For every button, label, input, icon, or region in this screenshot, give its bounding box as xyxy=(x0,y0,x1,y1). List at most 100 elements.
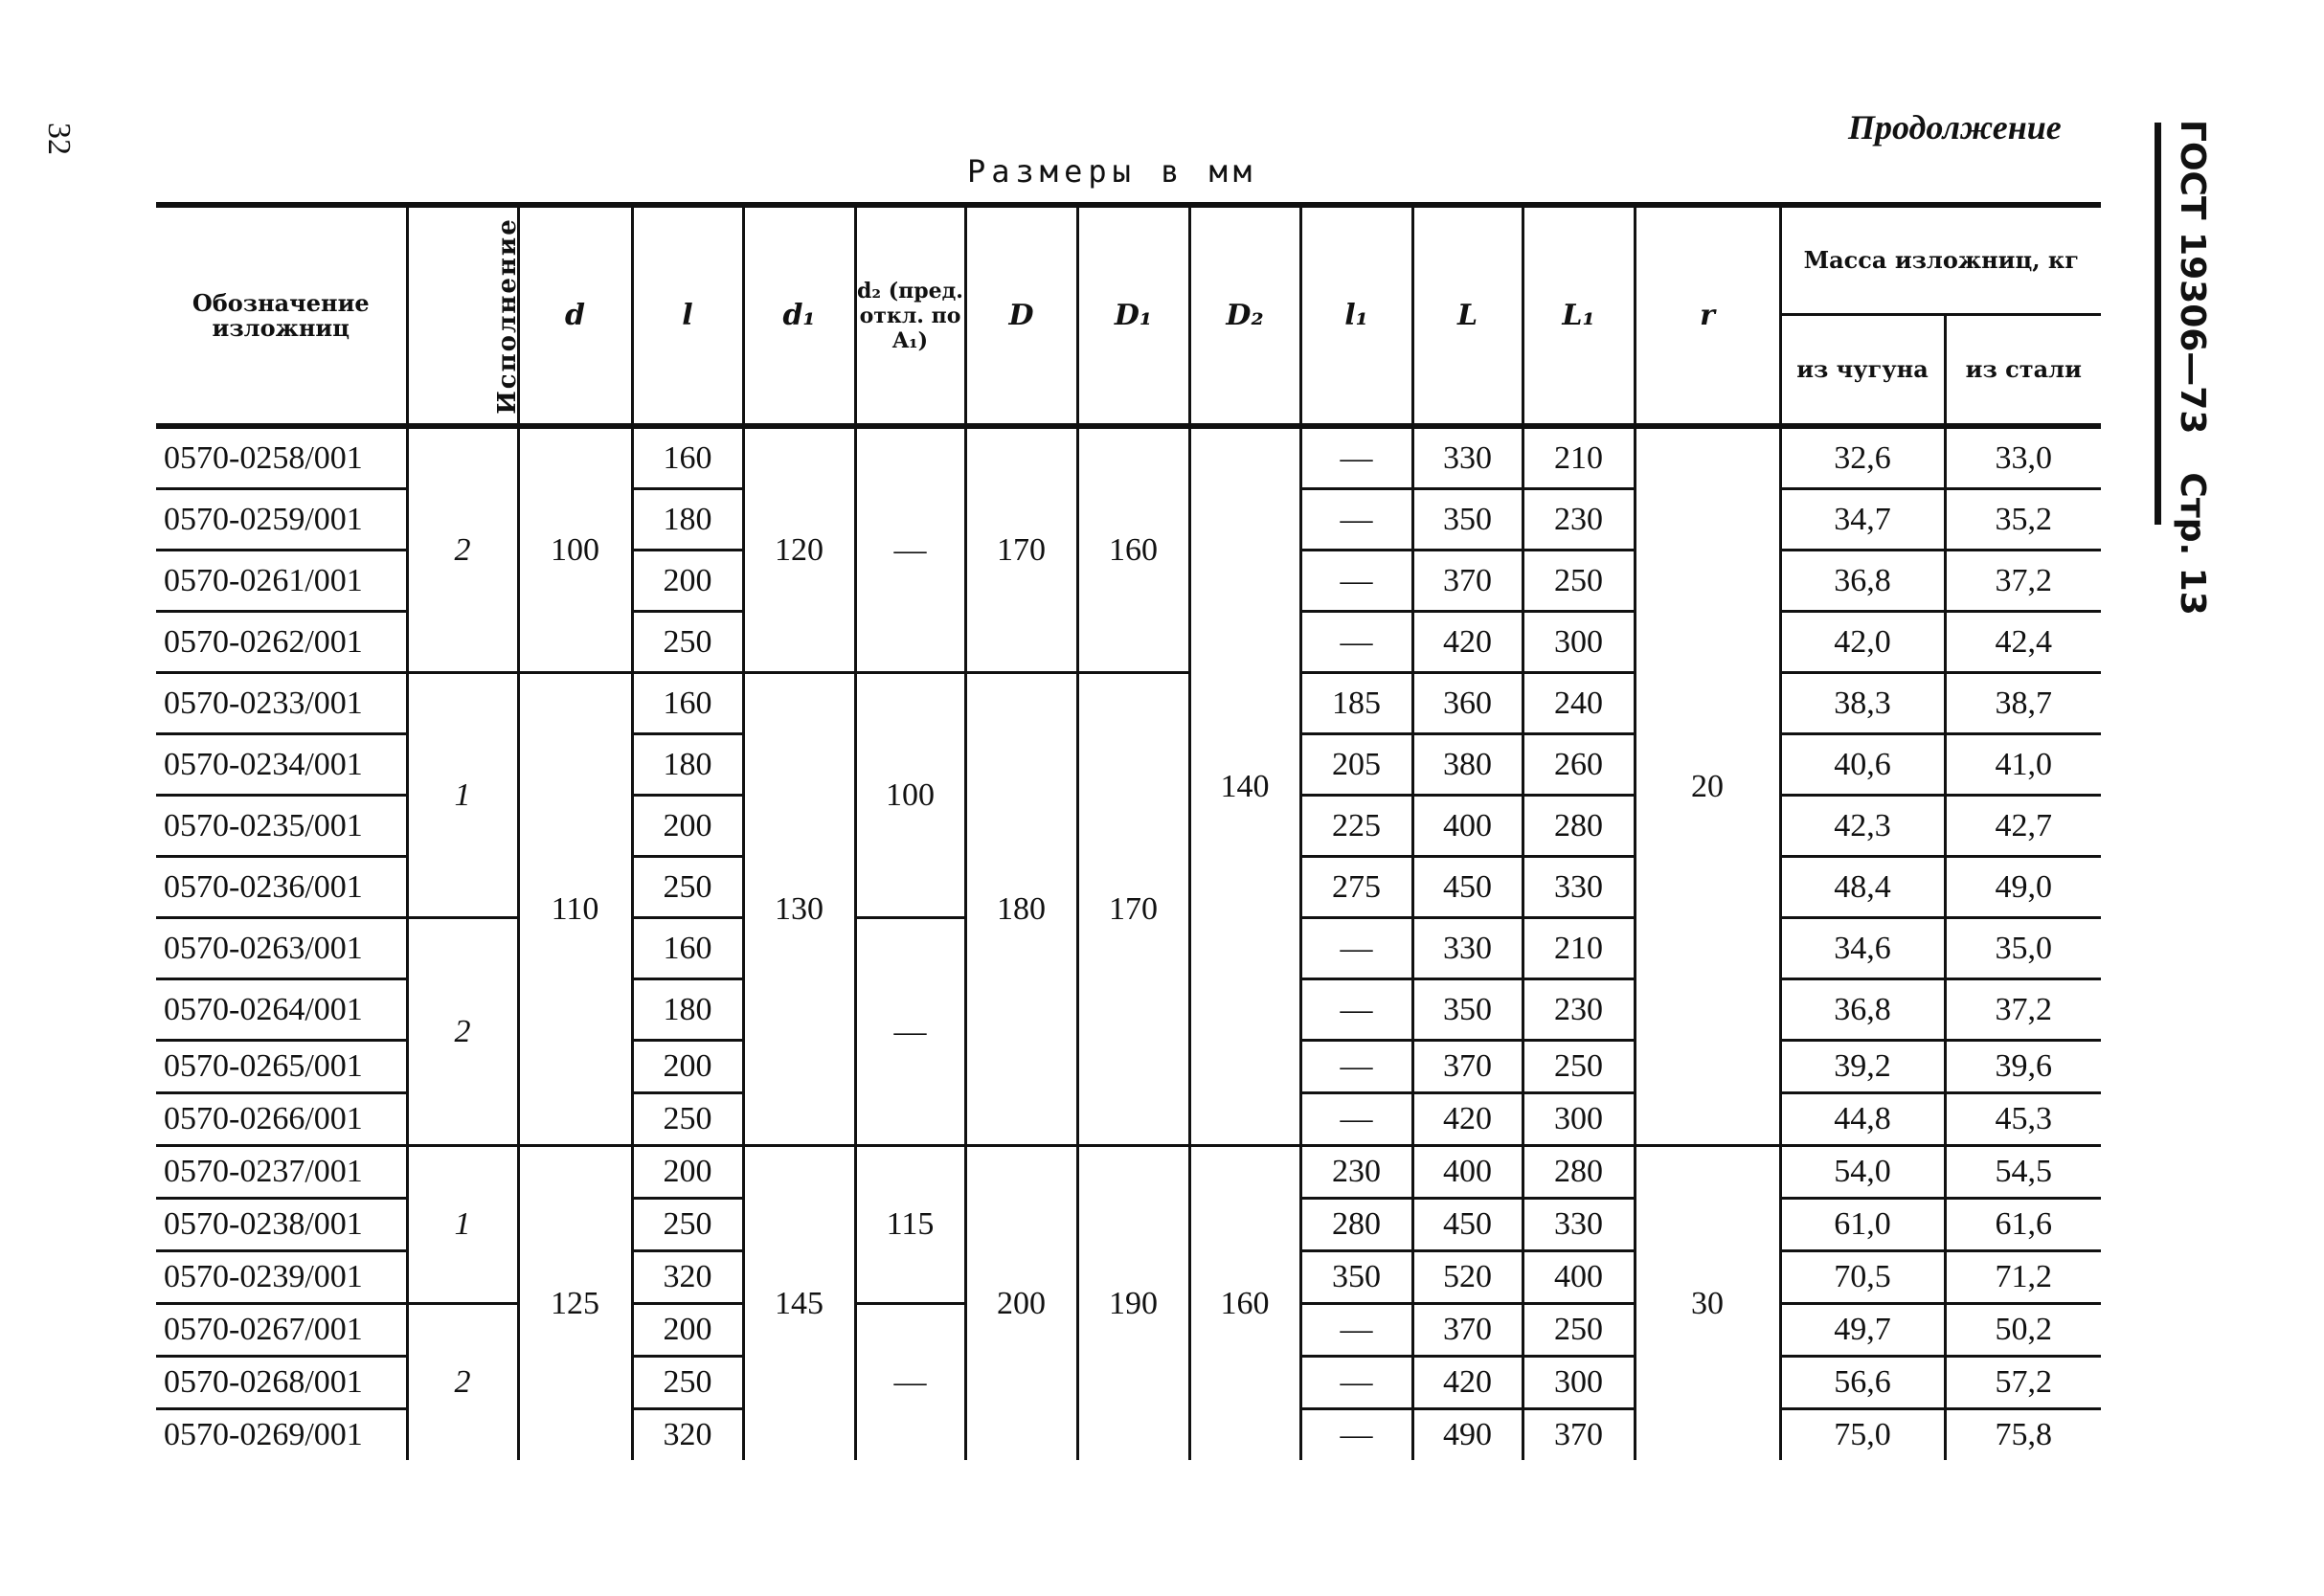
cell-designation: 0570-0233/001 xyxy=(156,672,407,735)
cell-designation: 0570-0267/001 xyxy=(156,1303,407,1358)
cell-l: 420 xyxy=(1410,1092,1523,1147)
cell-iron: 44,8 xyxy=(1778,1092,1945,1147)
header-mass: Масса изложниц, кг xyxy=(1778,205,2102,316)
header-d: d xyxy=(516,205,632,426)
cell-designation: 0570-0236/001 xyxy=(156,856,407,919)
cell-l: 450 xyxy=(1410,856,1523,919)
cell-steel: 57,2 xyxy=(1943,1356,2102,1410)
table-row: 0570-0266/001 250 —420 300 44,8 45,3 xyxy=(156,1092,2102,1147)
header-L: L xyxy=(1410,205,1523,426)
cell-iron: 75,0 xyxy=(1778,1408,1945,1460)
cell-iron: 38,3 xyxy=(1778,672,1945,735)
cell-l: 330 xyxy=(1410,917,1523,980)
cell-steel: 37,2 xyxy=(1943,550,2102,613)
cell-l1: 370 xyxy=(1521,1408,1635,1460)
cell-d: 110 xyxy=(516,672,632,1147)
cell-designation: 0570-0235/001 xyxy=(156,795,407,858)
table-row: 0570-0263/001 2 160— —330 210 34,6 35,0 xyxy=(156,917,2102,1147)
side-rule xyxy=(2155,123,2161,525)
cell-l: 320 xyxy=(630,1250,743,1305)
cell-d: 180 xyxy=(963,672,1077,1147)
cell-execution: 2 xyxy=(405,1303,518,1460)
cell-l: 380 xyxy=(1410,733,1523,797)
cell-designation: 0570-0263/001 xyxy=(156,917,407,980)
cell-l1: 225 xyxy=(1298,795,1412,858)
cell-l1: — xyxy=(1298,611,1412,674)
cell-steel: 42,4 xyxy=(1943,611,2102,674)
cell-d1: 190 xyxy=(1075,1145,1189,1460)
units-caption: Размеры в мм xyxy=(967,153,1258,190)
cell-l1: 230 xyxy=(1521,978,1635,1042)
cell-l: 370 xyxy=(1410,1303,1523,1358)
cell-l1: 300 xyxy=(1521,611,1635,674)
table-row: 0570-0269/001 320 —490 370 75,0 75,8 xyxy=(156,1408,2102,1460)
cell-l: 200 xyxy=(630,1303,743,1358)
header-execution: Исполнение xyxy=(405,205,521,426)
header-mass-iron: из чугуна xyxy=(1778,314,1945,426)
cell-d2: — xyxy=(853,426,965,674)
cell-iron: 36,8 xyxy=(1778,978,1945,1042)
cell-iron: 54,0 xyxy=(1778,1145,1945,1200)
header-d2: d₂ (пред. откл. по A₁) xyxy=(853,205,965,426)
header-mass-steel: из стали xyxy=(1943,314,2102,426)
cell-steel: 35,2 xyxy=(1943,488,2102,551)
cell-d: 170 xyxy=(963,426,1077,674)
cell-r: 20 xyxy=(1633,426,1780,1147)
cell-l: 400 xyxy=(1410,795,1523,858)
cell-l1: 280 xyxy=(1521,1145,1635,1200)
table-row: 0570-0237/001 1 125 200 145 115 200 190 160 230 40… xyxy=(156,1145,2102,1460)
cell-l: 350 xyxy=(1410,978,1523,1042)
cell-l1: — xyxy=(1298,1408,1412,1460)
table-row: 0570-0264/001 180 —350 230 36,8 37,2 xyxy=(156,978,2102,1042)
table-row: 0570-0234/001 180 205 380 260 40,6 41,0 xyxy=(156,733,2102,797)
cell-l: 370 xyxy=(1410,1040,1523,1094)
cell-l1: 350 xyxy=(1298,1250,1412,1305)
cell-iron: 34,7 xyxy=(1778,488,1945,551)
cell-d2: — xyxy=(853,1303,965,1460)
cell-designation: 0570-0261/001 xyxy=(156,550,407,613)
cell-d2: 115 xyxy=(853,1145,965,1305)
cell-l1: — xyxy=(1298,917,1412,980)
cell-l1: 230 xyxy=(1298,1145,1412,1200)
cell-l1: 250 xyxy=(1521,1040,1635,1094)
cell-steel: 38,7 xyxy=(1943,672,2102,735)
cell-l: 400 xyxy=(1410,1145,1523,1200)
cell-iron: 40,6 xyxy=(1778,733,1945,797)
cell-steel: 50,2 xyxy=(1943,1303,2102,1358)
cell-designation: 0570-0239/001 xyxy=(156,1250,407,1305)
cell-steel: 71,2 xyxy=(1943,1250,2102,1305)
cell-l1: 210 xyxy=(1521,426,1635,490)
table-row: 0570-0267/001 2 200— —370 250 49,7 50,2 xyxy=(156,1303,2102,1460)
cell-iron: 42,3 xyxy=(1778,795,1945,858)
cell-iron: 39,2 xyxy=(1778,1040,1945,1094)
cell-l: 330 xyxy=(1410,426,1523,490)
standard-number: ГОСТ 19306—73 xyxy=(2173,120,2212,435)
header-designation: Обозначение изложниц xyxy=(192,288,370,342)
page-label: Стр. 13 xyxy=(2173,472,2212,616)
cell-l: 180 xyxy=(630,978,743,1042)
cell-iron: 36,8 xyxy=(1778,550,1945,613)
cell-designation: 0570-0238/001 xyxy=(156,1198,407,1252)
cell-d1: 160 xyxy=(1075,426,1189,674)
cell-iron: 61,0 xyxy=(1778,1198,1945,1252)
header-d1: d₁ xyxy=(741,205,855,426)
cell-d2: 160 xyxy=(1187,1145,1300,1460)
cell-l1: 280 xyxy=(1521,795,1635,858)
cell-steel: 42,7 xyxy=(1943,795,2102,858)
cell-execution: 1 xyxy=(405,672,518,919)
cell-steel: 54,5 xyxy=(1943,1145,2102,1200)
table-row: 0570-0235/001 200 225 400 280 42,3 42,7 xyxy=(156,795,2102,858)
cell-l1: — xyxy=(1298,550,1412,613)
table-row: 0570-0239/001 320 350 520 400 70,5 71,2 xyxy=(156,1250,2102,1305)
cell-l: 370 xyxy=(1410,550,1523,613)
cell-designation: 0570-0268/001 xyxy=(156,1356,407,1410)
cell-iron: 49,7 xyxy=(1778,1303,1945,1358)
cell-designation: 0570-0262/001 xyxy=(156,611,407,674)
cell-designation: 0570-0266/001 xyxy=(156,1092,407,1147)
cell-d1: 145 xyxy=(741,1145,855,1460)
header-D: D xyxy=(963,205,1077,426)
cell-d2: 140 xyxy=(1187,426,1300,1147)
cell-d2: 100 xyxy=(853,672,965,919)
table-row: 0570-0268/001 250 —420 300 56,6 57,2 xyxy=(156,1356,2102,1410)
table-row: 0570-0233/001 1 110 160 130 100 180 170 185 360 24… xyxy=(156,672,2102,1147)
